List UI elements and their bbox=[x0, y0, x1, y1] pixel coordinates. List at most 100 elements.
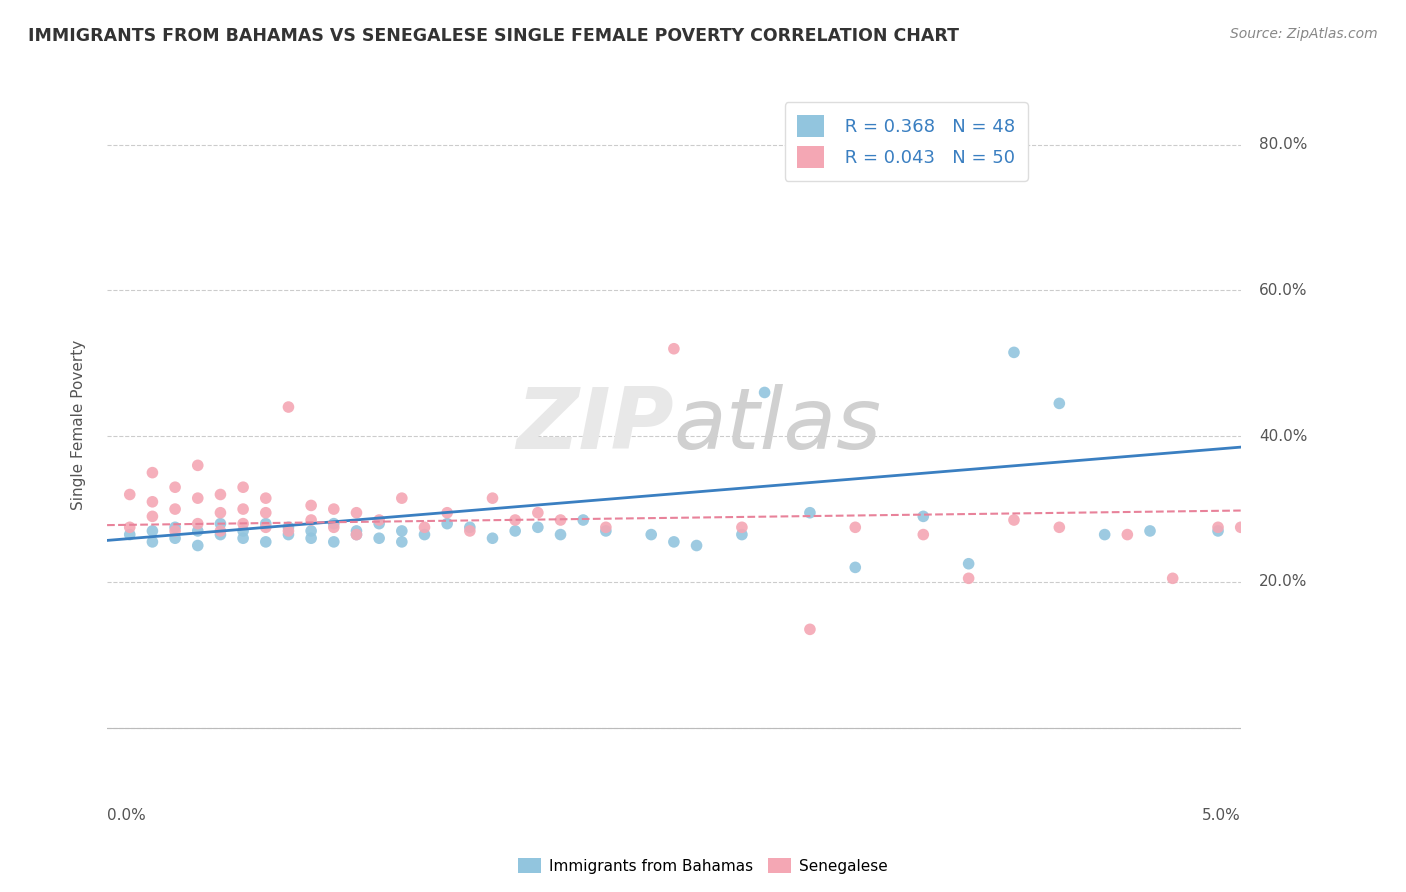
Point bbox=[277, 524, 299, 538]
Text: ZIP: ZIP bbox=[516, 384, 673, 467]
Point bbox=[662, 534, 685, 549]
Point bbox=[799, 506, 821, 520]
Point bbox=[209, 527, 232, 541]
Point bbox=[550, 527, 572, 541]
Point bbox=[912, 509, 935, 524]
Point bbox=[141, 524, 163, 538]
Point bbox=[209, 506, 232, 520]
Point bbox=[232, 516, 254, 531]
Point bbox=[595, 524, 617, 538]
Point bbox=[550, 513, 572, 527]
Point bbox=[731, 527, 754, 541]
Point bbox=[413, 527, 436, 541]
Point bbox=[754, 385, 776, 400]
Y-axis label: Single Female Poverty: Single Female Poverty bbox=[72, 340, 86, 510]
Point bbox=[1139, 524, 1161, 538]
Point bbox=[572, 513, 595, 527]
Point bbox=[277, 527, 299, 541]
Point bbox=[1002, 513, 1025, 527]
Point bbox=[368, 513, 391, 527]
Point bbox=[640, 527, 662, 541]
Point bbox=[912, 527, 935, 541]
Point bbox=[277, 520, 299, 534]
Point bbox=[481, 491, 503, 505]
Point bbox=[254, 491, 277, 505]
Point bbox=[165, 524, 187, 538]
Point bbox=[391, 524, 413, 538]
Point bbox=[503, 524, 526, 538]
Point bbox=[346, 527, 368, 541]
Point bbox=[254, 506, 277, 520]
Point bbox=[346, 506, 368, 520]
Text: 5.0%: 5.0% bbox=[1202, 808, 1240, 823]
Point bbox=[1206, 524, 1229, 538]
Point bbox=[1002, 345, 1025, 359]
Point bbox=[141, 495, 163, 509]
Point bbox=[209, 487, 232, 501]
Point bbox=[277, 400, 299, 414]
Legend: Immigrants from Bahamas, Senegalese: Immigrants from Bahamas, Senegalese bbox=[512, 852, 894, 880]
Point bbox=[187, 491, 209, 505]
Point bbox=[141, 466, 163, 480]
Point bbox=[1229, 520, 1251, 534]
Point bbox=[595, 520, 617, 534]
Point bbox=[299, 531, 322, 545]
Point bbox=[957, 557, 980, 571]
Text: Source: ZipAtlas.com: Source: ZipAtlas.com bbox=[1230, 27, 1378, 41]
Point bbox=[299, 524, 322, 538]
Point bbox=[458, 524, 481, 538]
Point bbox=[299, 513, 322, 527]
Point bbox=[1161, 571, 1184, 585]
Point bbox=[481, 531, 503, 545]
Point bbox=[232, 531, 254, 545]
Point bbox=[254, 534, 277, 549]
Point bbox=[141, 534, 163, 549]
Point bbox=[503, 513, 526, 527]
Point bbox=[322, 520, 344, 534]
Point bbox=[209, 516, 232, 531]
Point bbox=[165, 502, 187, 516]
Point bbox=[527, 520, 550, 534]
Point bbox=[391, 491, 413, 505]
Point bbox=[322, 516, 344, 531]
Point bbox=[685, 539, 707, 553]
Point bbox=[662, 342, 685, 356]
Point bbox=[141, 509, 163, 524]
Point bbox=[187, 458, 209, 473]
Point bbox=[187, 516, 209, 531]
Point bbox=[1047, 396, 1070, 410]
Point bbox=[1047, 520, 1070, 534]
Text: 20.0%: 20.0% bbox=[1258, 574, 1308, 590]
Point bbox=[346, 527, 368, 541]
Point bbox=[346, 524, 368, 538]
Point bbox=[187, 539, 209, 553]
Point bbox=[209, 524, 232, 538]
Point bbox=[527, 506, 550, 520]
Point bbox=[957, 571, 980, 585]
Point bbox=[165, 531, 187, 545]
Point bbox=[368, 531, 391, 545]
Point bbox=[458, 520, 481, 534]
Point bbox=[165, 520, 187, 534]
Point bbox=[844, 560, 866, 574]
Point bbox=[118, 520, 141, 534]
Text: 40.0%: 40.0% bbox=[1258, 429, 1308, 443]
Text: 80.0%: 80.0% bbox=[1258, 137, 1308, 153]
Point bbox=[731, 520, 754, 534]
Text: 60.0%: 60.0% bbox=[1258, 283, 1308, 298]
Point bbox=[322, 534, 344, 549]
Point bbox=[436, 506, 458, 520]
Text: atlas: atlas bbox=[673, 384, 882, 467]
Point bbox=[232, 480, 254, 494]
Point bbox=[368, 516, 391, 531]
Point bbox=[254, 520, 277, 534]
Point bbox=[254, 516, 277, 531]
Point bbox=[844, 520, 866, 534]
Point bbox=[436, 516, 458, 531]
Point bbox=[799, 623, 821, 637]
Point bbox=[1094, 527, 1116, 541]
Point bbox=[322, 502, 344, 516]
Legend:  R = 0.368   N = 48,  R = 0.043   N = 50: R = 0.368 N = 48, R = 0.043 N = 50 bbox=[785, 103, 1028, 180]
Point bbox=[1116, 527, 1139, 541]
Point bbox=[165, 480, 187, 494]
